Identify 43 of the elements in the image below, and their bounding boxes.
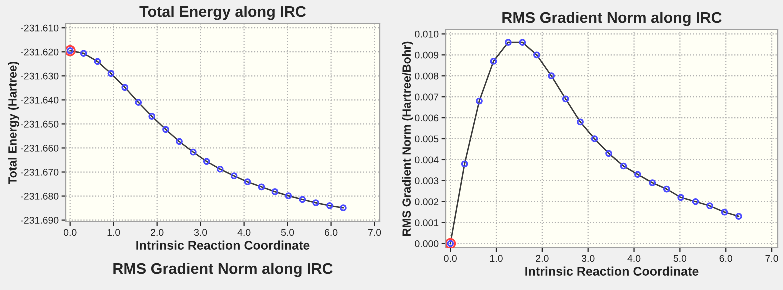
y-tick-label: -231.640 [21,96,59,104]
x-tick-label: 2.0 [536,255,549,262]
text: RMS Gradient Norm along IRC [114,262,333,278]
y-tick-label: 0.006 [415,114,439,122]
x-tick-label: 7.0 [368,229,382,236]
y-axis-title: Total Energy (Hartree) [8,62,20,184]
y-tick-label: 0.005 [415,136,439,143]
x-tick-label: 6.0 [325,229,338,236]
y-tick-label: -231.650 [21,120,59,128]
y-tick-label: 0.001 [415,220,439,226]
x-tick-label: 3.0 [582,255,595,262]
x-tick-label: 5.0 [281,229,294,236]
y-tick-label: -231.670 [21,168,59,176]
y-tick-label: -231.610 [21,24,59,32]
chart-title: RMS Gradient Norm along IRC [502,12,722,26]
x-tick-label: 0.0 [64,229,77,236]
x-tick-label: 1.0 [108,229,120,236]
x-tick-label: 2.0 [151,229,164,236]
y-tick-label: -231.630 [21,72,59,80]
y-tick-label: -231.660 [21,144,59,152]
y-tick-label: 0.003 [415,178,439,185]
x-tick-label: 7.0 [766,255,778,262]
x-axis-title: Intrinsic Reaction Coordinate [136,240,310,250]
x-tick-label: 4.0 [628,255,641,262]
x-tick-label: 5.0 [674,255,687,262]
y-tick-label: -231.680 [21,193,59,200]
x-tick-label: 4.0 [238,229,251,236]
y-tick-label: 0.009 [415,52,439,59]
y-tick-label: 0.010 [415,30,439,38]
x-axis-title: Intrinsic Reaction Coordinate [526,266,699,276]
y-tick-label: 0.007 [415,94,439,101]
x-tick-label: 3.0 [194,229,208,236]
y-tick-label: -231.690 [21,217,59,224]
x-tick-label: 1.0 [490,255,503,262]
y-axis-title: RMS Gradient Norm (Hartree/Bohr) [402,42,414,236]
x-tick-label: 0.0 [444,255,457,262]
y-tick-label: 0.004 [415,156,439,164]
y-tick-label: 0.000 [415,240,439,248]
chart-title: Total Energy along IRC [140,6,306,20]
x-tick-label: 6.0 [720,255,732,262]
y-tick-label: 0.002 [415,198,439,206]
y-tick-label: 0.008 [415,72,439,80]
y-tick-label: -231.620 [21,48,59,56]
